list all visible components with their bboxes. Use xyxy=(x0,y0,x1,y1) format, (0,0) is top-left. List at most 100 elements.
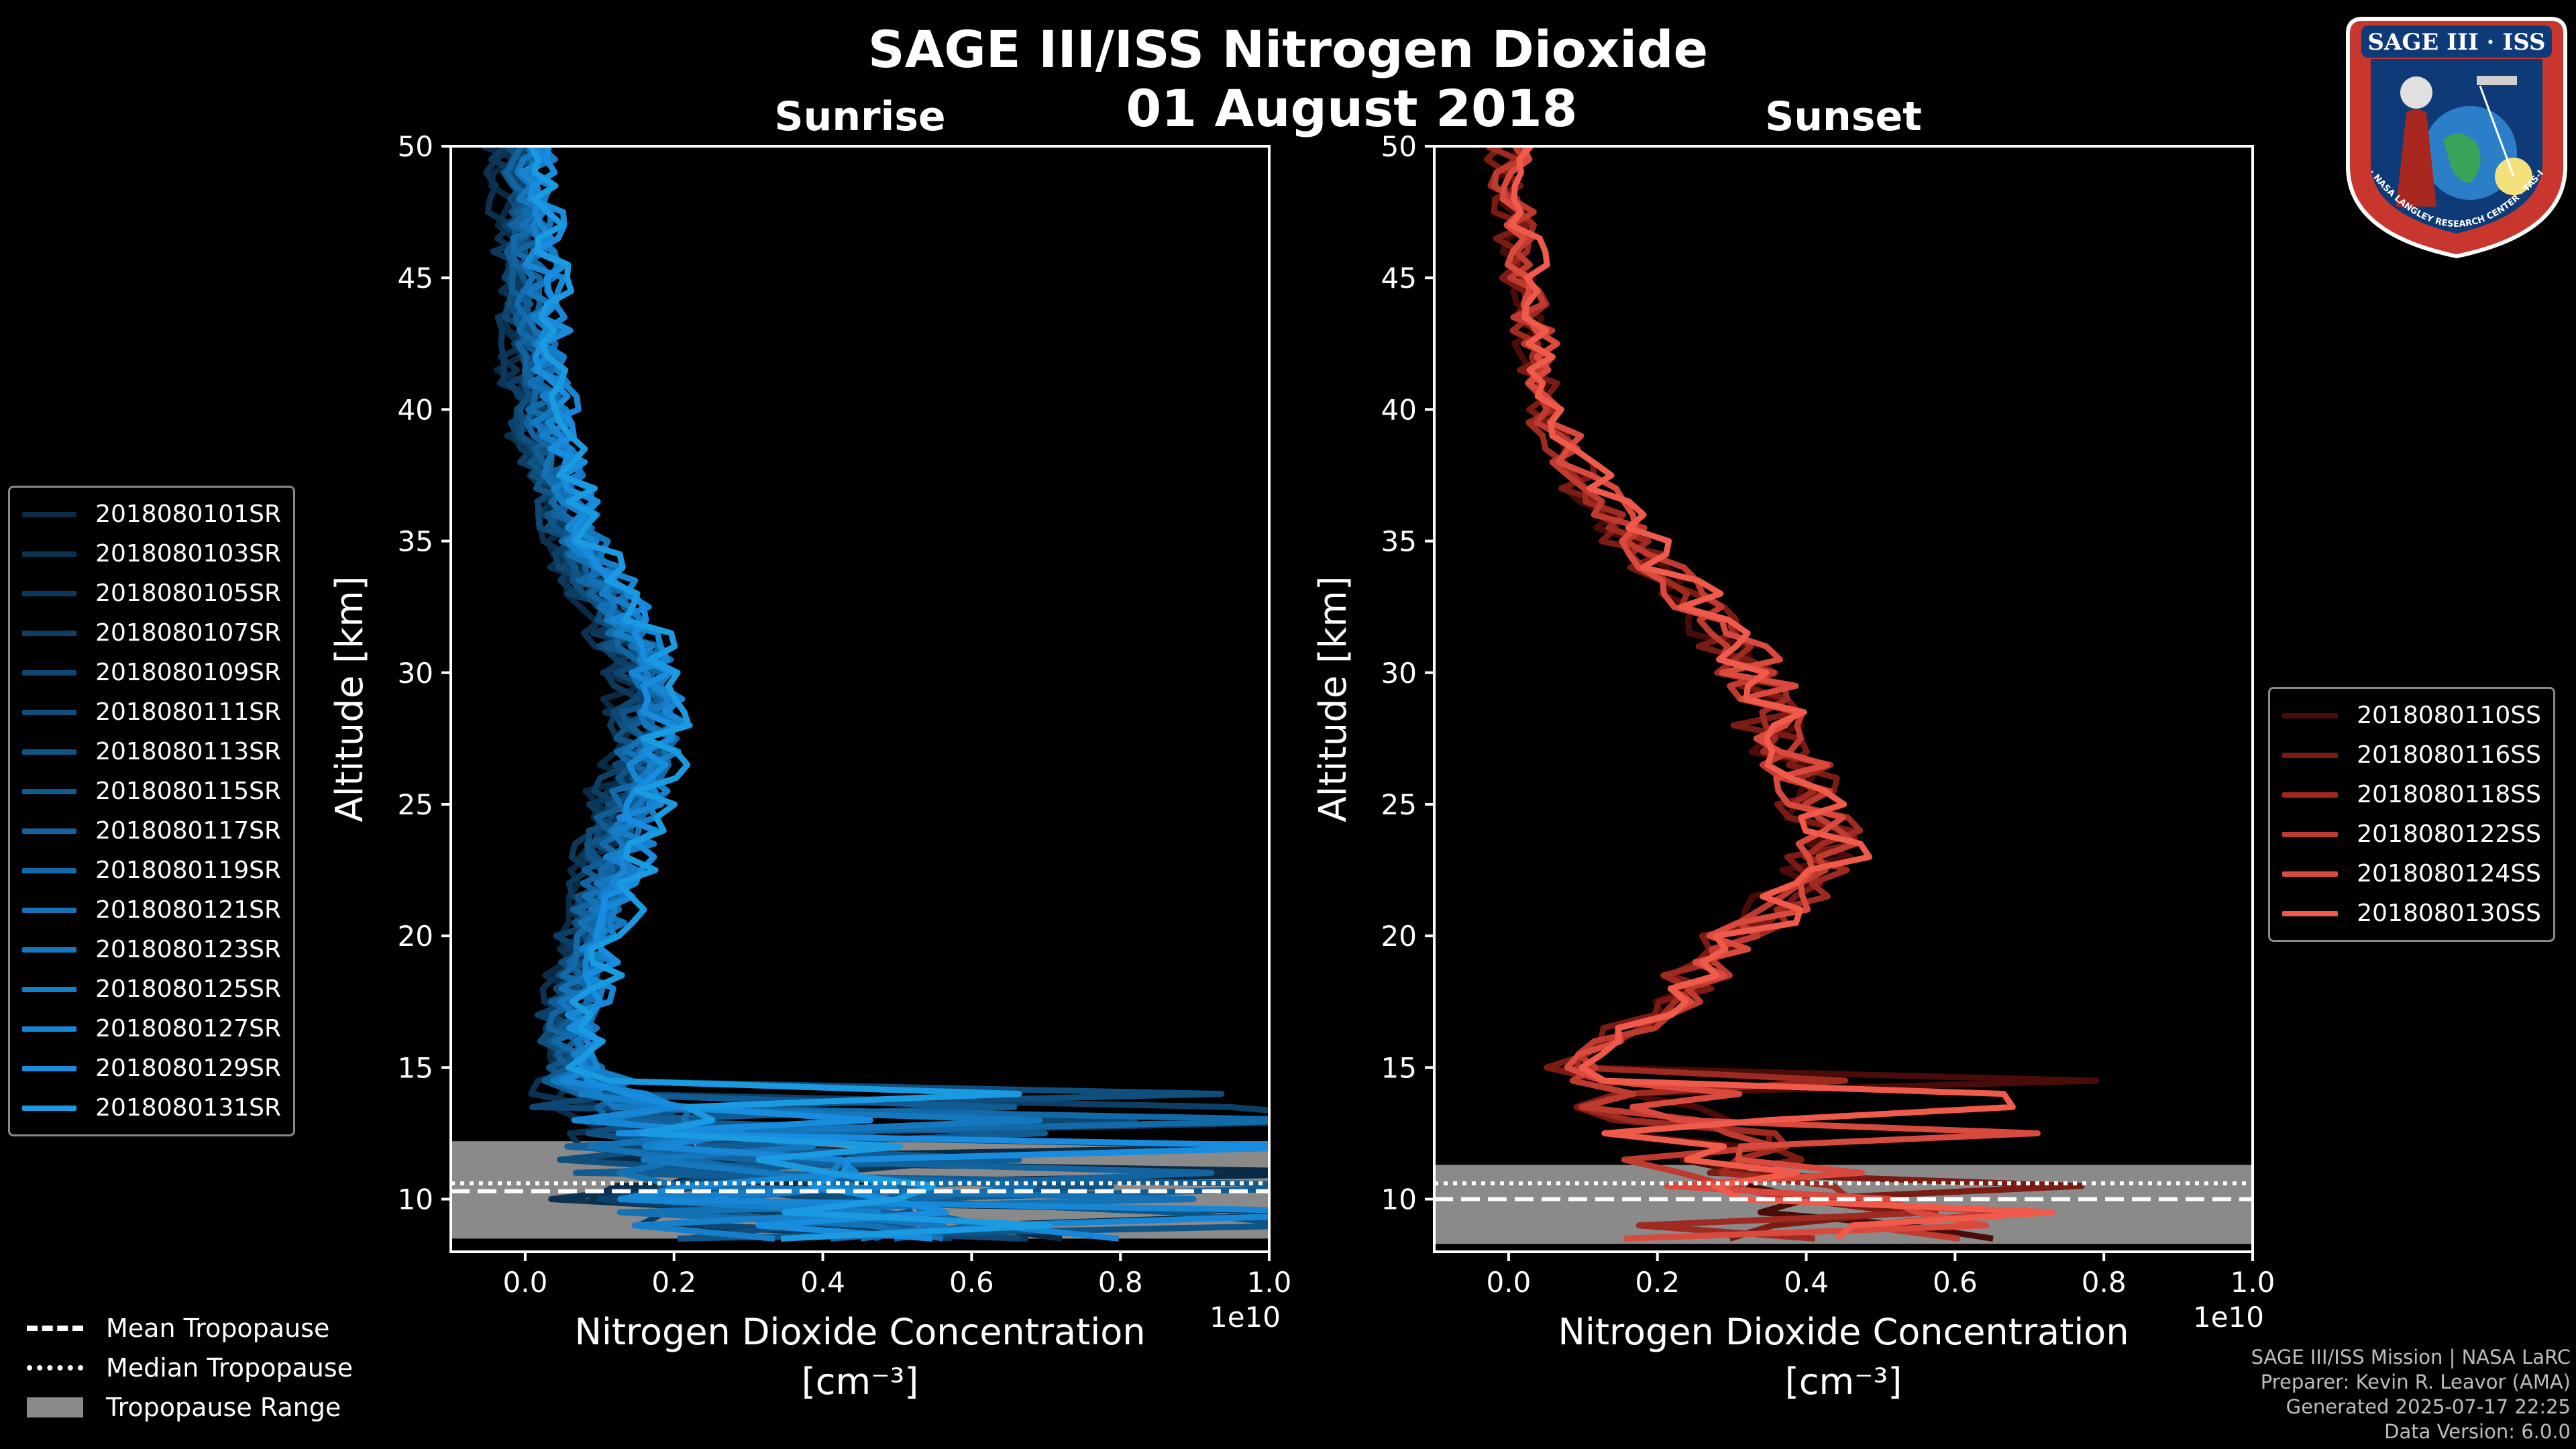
legend-swatch-icon xyxy=(2282,752,2339,758)
x-tick-label: 0.4 xyxy=(800,1266,845,1299)
y-tick-label: 10 xyxy=(1381,1183,1417,1216)
x-axis-label: Nitrogen Dioxide Concentration xyxy=(574,1311,1145,1353)
x-axis-unit: [cm⁻³] xyxy=(1785,1360,1902,1403)
x-tick-label: 0.0 xyxy=(1487,1266,1532,1299)
legend-swatch-icon xyxy=(22,867,77,873)
legend-swatch-icon xyxy=(22,1026,77,1032)
legend-swatch-icon xyxy=(22,669,77,676)
panel-title: Sunrise xyxy=(774,93,945,140)
panel-left: 0.0 0.2 0.4 0.6 0.8 1.0 10 15 20 25 30 35 40 45 50 1e10… xyxy=(328,93,1292,1403)
x-tick-label: 1.0 xyxy=(1247,1266,1292,1299)
panel-right: 0.0 0.2 0.4 0.6 0.8 1.0 10 15 20 25 30 35 40 45 50 1e10… xyxy=(1311,93,2275,1403)
legend-item: 2018080109SR xyxy=(22,653,281,692)
legend-item: 2018080123SR xyxy=(22,930,281,969)
y-tick-label: 25 xyxy=(398,788,433,821)
axes-frame xyxy=(449,145,1271,1253)
legend-label: 2018080131SR xyxy=(95,1094,281,1122)
tp-legend-mean-label: Mean Tropopause xyxy=(106,1313,330,1343)
legend-label: 2018080101SR xyxy=(95,500,281,528)
legend-label: 2018080118SS xyxy=(2357,781,2541,808)
legend-label: 2018080130SS xyxy=(2357,900,2541,927)
x-tick-label: 0.8 xyxy=(2082,1266,2127,1299)
y-tick-label: 25 xyxy=(1381,788,1417,821)
legend-swatch-icon xyxy=(2282,910,2339,916)
y-tick-label: 50 xyxy=(398,130,433,163)
legend-item: 2018080107SR xyxy=(22,613,281,653)
legend-item: 2018080131SR xyxy=(22,1088,281,1128)
tp-legend-range-label: Tropopause Range xyxy=(106,1392,341,1422)
y-tick-label: 40 xyxy=(398,393,433,426)
legend-item: 2018080113SR xyxy=(22,732,281,771)
range-swatch-icon xyxy=(27,1397,83,1417)
legend-item: 2018080116SS xyxy=(2282,735,2541,775)
legend-item: 2018080124SS xyxy=(2282,854,2541,894)
legend-swatch-icon xyxy=(22,947,77,953)
legend-label: 2018080115SR xyxy=(95,777,281,805)
legend-swatch-icon xyxy=(22,551,77,557)
legend-item: 2018080119SR xyxy=(22,851,281,890)
legend-item: 2018080118SS xyxy=(2282,775,2541,814)
legend-label: 2018080125SR xyxy=(95,975,281,1003)
y-tick-label: 15 xyxy=(398,1051,433,1084)
legend-item: 2018080101SR xyxy=(22,494,281,534)
tp-legend-median: Median Tropopause xyxy=(27,1348,353,1387)
x-axis-unit: [cm⁻³] xyxy=(802,1360,919,1403)
series-line-2018080124SS xyxy=(1499,146,2041,1242)
y-axis-label: Altitude [km] xyxy=(1311,576,1355,822)
legend-label: 2018080122SS xyxy=(2357,820,2541,848)
legend-swatch-icon xyxy=(22,511,77,517)
x-tick-label: 0.4 xyxy=(1784,1266,1829,1299)
figure-title: SAGE III/ISS Nitrogen Dioxide xyxy=(868,19,1708,79)
legend-label: 2018080124SS xyxy=(2357,860,2541,888)
series-line-2018080130SS xyxy=(1508,146,2055,1241)
legend-label: 2018080129SR xyxy=(95,1055,281,1082)
legend-label: 2018080110SS xyxy=(2357,702,2541,729)
y-tick-label: 40 xyxy=(1381,393,1417,426)
legend-label: 2018080116SS xyxy=(2357,741,2541,769)
x-offset-label: 1e10 xyxy=(1210,1301,1281,1334)
legend-swatch-icon xyxy=(22,986,77,992)
legend-item: 2018080130SS xyxy=(2282,894,2541,933)
legend-label: 2018080107SR xyxy=(95,619,281,647)
y-tick-label: 30 xyxy=(398,657,433,690)
y-tick-label: 45 xyxy=(1381,262,1417,294)
tropopause-legend: Mean Tropopause Median Tropopause Tropop… xyxy=(27,1308,353,1427)
y-tick-label: 35 xyxy=(1381,525,1417,558)
dotted-line-icon xyxy=(27,1364,83,1371)
y-tick-label: 50 xyxy=(1381,130,1417,163)
legend-item: 2018080110SS xyxy=(2282,696,2541,735)
sunset-legend: 2018080110SS 2018080116SS 2018080118SS 2018… xyxy=(2268,687,2555,942)
legend-swatch-icon xyxy=(2282,831,2339,837)
legend-item: 2018080122SS xyxy=(2282,814,2541,854)
x-tick-label: 0.6 xyxy=(949,1266,994,1299)
svg-text:SAGE III · ISS: SAGE III · ISS xyxy=(2367,29,2545,56)
tp-legend-mean: Mean Tropopause xyxy=(27,1308,353,1348)
series-line-2018080131SR xyxy=(527,146,1053,1242)
y-tick-label: 30 xyxy=(1381,657,1417,690)
legend-label: 2018080117SR xyxy=(95,817,281,845)
legend-item: 2018080111SR xyxy=(22,692,281,732)
legend-swatch-icon xyxy=(2282,792,2339,798)
legend-swatch-icon xyxy=(22,590,77,596)
legend-item: 2018080117SR xyxy=(22,811,281,851)
legend-label: 2018080121SR xyxy=(95,896,281,924)
y-tick-label: 45 xyxy=(398,262,433,294)
legend-swatch-icon xyxy=(22,788,77,794)
dashed-line-icon xyxy=(27,1325,83,1331)
x-tick-label: 1.0 xyxy=(2231,1266,2275,1299)
legend-label: 2018080123SR xyxy=(95,936,281,963)
footer-preparer: Preparer: Kevin R. Leavor (AMA) xyxy=(2260,1371,2571,1393)
sage-mission-patch-logo: SAGE III · ISS BALL · NASA LANGLEY RESEA… xyxy=(2343,12,2567,259)
x-axis-label: Nitrogen Dioxide Concentration xyxy=(1558,1311,2129,1353)
y-tick-label: 20 xyxy=(1381,920,1417,953)
legend-item: 2018080129SR xyxy=(22,1049,281,1088)
legend-item: 2018080127SR xyxy=(22,1009,281,1049)
legend-item: 2018080125SR xyxy=(22,969,281,1009)
figure-date: 01 August 2018 xyxy=(1126,78,1577,138)
x-offset-label: 1e10 xyxy=(2193,1301,2264,1334)
x-tick-label: 0.6 xyxy=(1933,1266,1978,1299)
legend-label: 2018080109SR xyxy=(95,659,281,686)
legend-label: 2018080113SR xyxy=(95,738,281,765)
sunrise-legend: 2018080101SR 2018080103SR 2018080105SR 2018… xyxy=(8,486,295,1136)
